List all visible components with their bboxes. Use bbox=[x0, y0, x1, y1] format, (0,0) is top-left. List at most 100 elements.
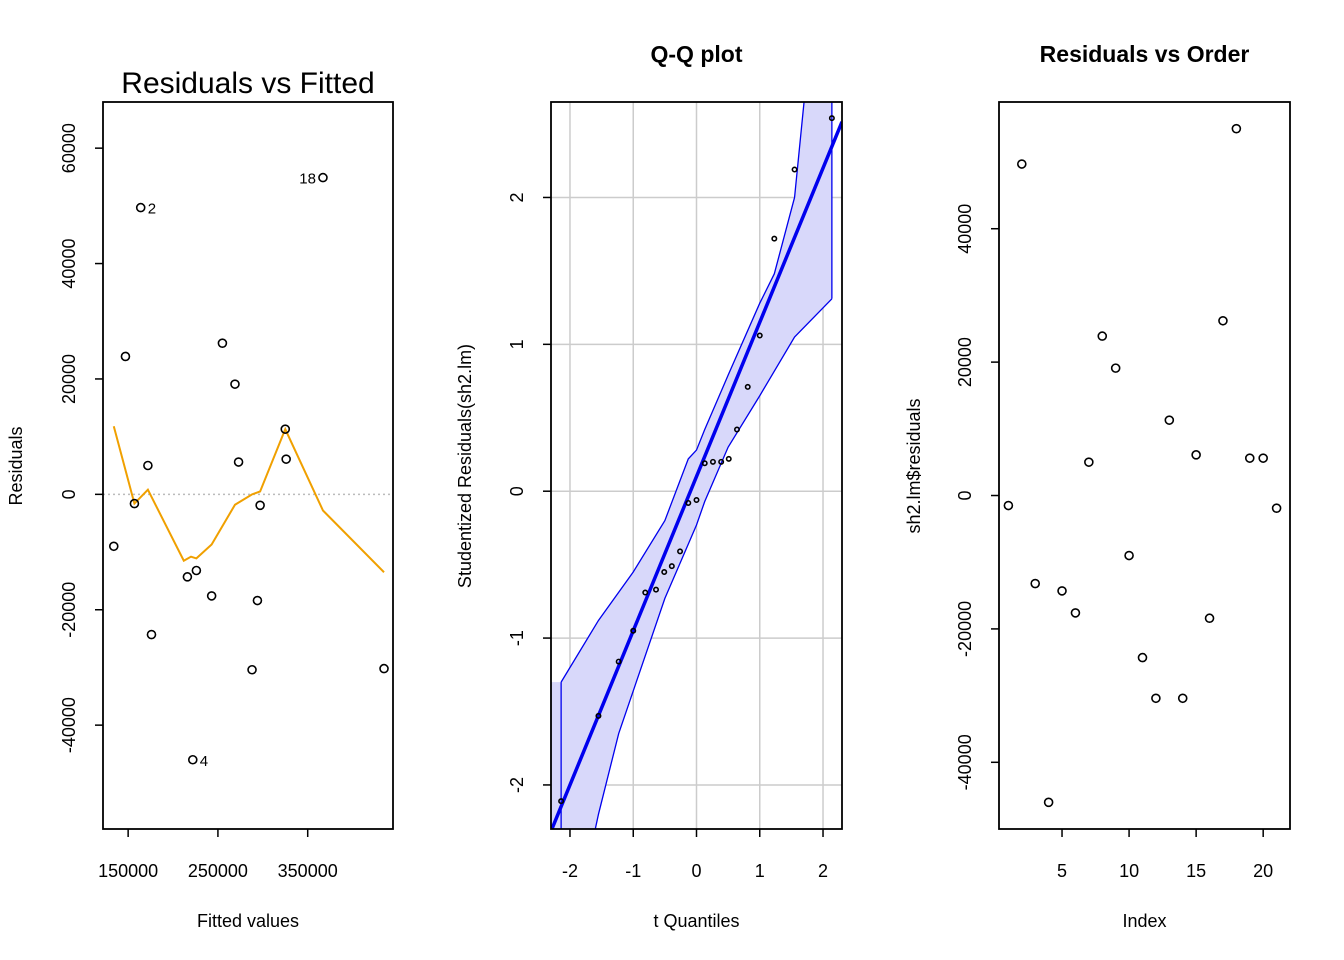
x-tick-label: 10 bbox=[1119, 861, 1139, 881]
y-tick-label: 60000 bbox=[59, 123, 79, 173]
x-tick-label: 2 bbox=[818, 861, 828, 881]
y-tick-label: 0 bbox=[507, 486, 527, 496]
data-point bbox=[828, 115, 835, 122]
confidence-band bbox=[551, 102, 832, 829]
data-point bbox=[1097, 331, 1108, 341]
y-tick-label: 0 bbox=[59, 489, 79, 499]
data-point bbox=[1057, 586, 1067, 596]
data-point bbox=[642, 589, 649, 596]
data-point bbox=[135, 202, 146, 213]
point-label: 2 bbox=[148, 201, 156, 218]
y-tick-label: -40000 bbox=[59, 697, 79, 753]
data-point bbox=[1151, 693, 1161, 704]
y-tick-label: -20000 bbox=[955, 601, 975, 657]
data-point bbox=[1016, 159, 1027, 169]
x-tick-label: 350000 bbox=[278, 861, 338, 881]
y-tick-label: 1 bbox=[507, 339, 527, 349]
x-tick-label: 15 bbox=[1186, 861, 1206, 881]
confidence-band-lower bbox=[594, 298, 833, 829]
data-point bbox=[1084, 457, 1094, 467]
data-point bbox=[791, 166, 798, 173]
data-point bbox=[771, 235, 778, 242]
data-point bbox=[653, 586, 660, 593]
data-point bbox=[1070, 608, 1081, 618]
plot-frame bbox=[998, 101, 1291, 830]
data-point bbox=[701, 460, 708, 467]
data-point bbox=[230, 379, 240, 389]
data-point bbox=[108, 541, 119, 552]
data-point bbox=[1110, 363, 1121, 373]
x-axis-label: Fitted values bbox=[197, 911, 299, 931]
y-tick-label: 20000 bbox=[59, 354, 79, 404]
y-tick-label: 0 bbox=[955, 491, 975, 501]
data-point bbox=[1003, 500, 1014, 511]
y-tick-label: -40000 bbox=[955, 734, 975, 790]
data-point bbox=[255, 500, 265, 511]
plot-area bbox=[551, 102, 842, 829]
x-tick-label: -1 bbox=[625, 861, 641, 881]
y-tick-label: -20000 bbox=[59, 582, 79, 638]
data-point bbox=[630, 627, 637, 634]
data-point bbox=[233, 457, 244, 467]
plot-frame bbox=[102, 101, 394, 830]
data-point bbox=[756, 332, 763, 339]
chart-title: Residuals vs Fitted bbox=[121, 67, 374, 100]
data-point bbox=[120, 351, 131, 362]
data-point bbox=[709, 458, 716, 465]
loess-smoother-line bbox=[112, 426, 385, 573]
data-point bbox=[1204, 613, 1215, 624]
x-axis-label: Index bbox=[1122, 911, 1166, 931]
y-axis-label: Residuals bbox=[6, 426, 26, 505]
data-point bbox=[129, 498, 140, 509]
data-point bbox=[661, 568, 668, 575]
x-tick-label: 0 bbox=[691, 861, 701, 881]
plot-area bbox=[103, 426, 393, 573]
data-point bbox=[217, 338, 228, 348]
residuals-vs-order-panel: 5 10 15 20 -40000 -20000 0 20000 40000 Residuals … bbox=[904, 41, 1291, 931]
qq-reference-line bbox=[551, 121, 842, 829]
data-point bbox=[733, 426, 740, 433]
y-tick-label: 40000 bbox=[955, 204, 975, 254]
x-tick-label: -2 bbox=[562, 861, 578, 881]
data-point bbox=[182, 572, 193, 582]
data-point bbox=[595, 712, 602, 719]
data-point bbox=[379, 663, 389, 674]
data-point bbox=[1191, 450, 1201, 460]
data-point bbox=[1030, 578, 1041, 589]
data-point bbox=[247, 664, 257, 675]
data-point bbox=[143, 460, 153, 471]
data-point bbox=[1124, 550, 1134, 561]
x-tick-label: 5 bbox=[1057, 861, 1067, 881]
x-tick-label: 150000 bbox=[98, 861, 158, 881]
y-axis-label: sh2.lm$residuals bbox=[904, 398, 924, 533]
data-point bbox=[206, 591, 217, 601]
x-axis-label: t Quantiles bbox=[653, 911, 739, 931]
chart-title: Residuals vs Order bbox=[1040, 41, 1250, 67]
data-point bbox=[1164, 415, 1175, 425]
y-tick-label: 40000 bbox=[59, 239, 79, 289]
data-point bbox=[318, 172, 328, 183]
data-point bbox=[191, 565, 202, 576]
data-point bbox=[677, 548, 684, 555]
y-axis-label: Studentized Residuals(sh2.lm) bbox=[455, 344, 475, 588]
data-point bbox=[685, 499, 692, 506]
data-point bbox=[1244, 453, 1255, 463]
data-point bbox=[187, 754, 198, 765]
data-point bbox=[1271, 503, 1282, 513]
x-tick-label: 250000 bbox=[188, 861, 248, 881]
data-point bbox=[1218, 315, 1228, 326]
x-tick-label: 1 bbox=[755, 861, 765, 881]
y-tick-label: 2 bbox=[507, 192, 527, 202]
confidence-band-upper bbox=[560, 102, 805, 683]
y-tick-label: -1 bbox=[507, 630, 527, 646]
data-point bbox=[1177, 693, 1188, 704]
data-point bbox=[615, 658, 622, 665]
data-point bbox=[693, 497, 700, 504]
data-point bbox=[252, 595, 263, 606]
point-label: 18 bbox=[299, 171, 316, 188]
x-tick-label: 20 bbox=[1253, 861, 1273, 881]
data-point bbox=[744, 383, 751, 390]
data-point bbox=[668, 563, 675, 570]
